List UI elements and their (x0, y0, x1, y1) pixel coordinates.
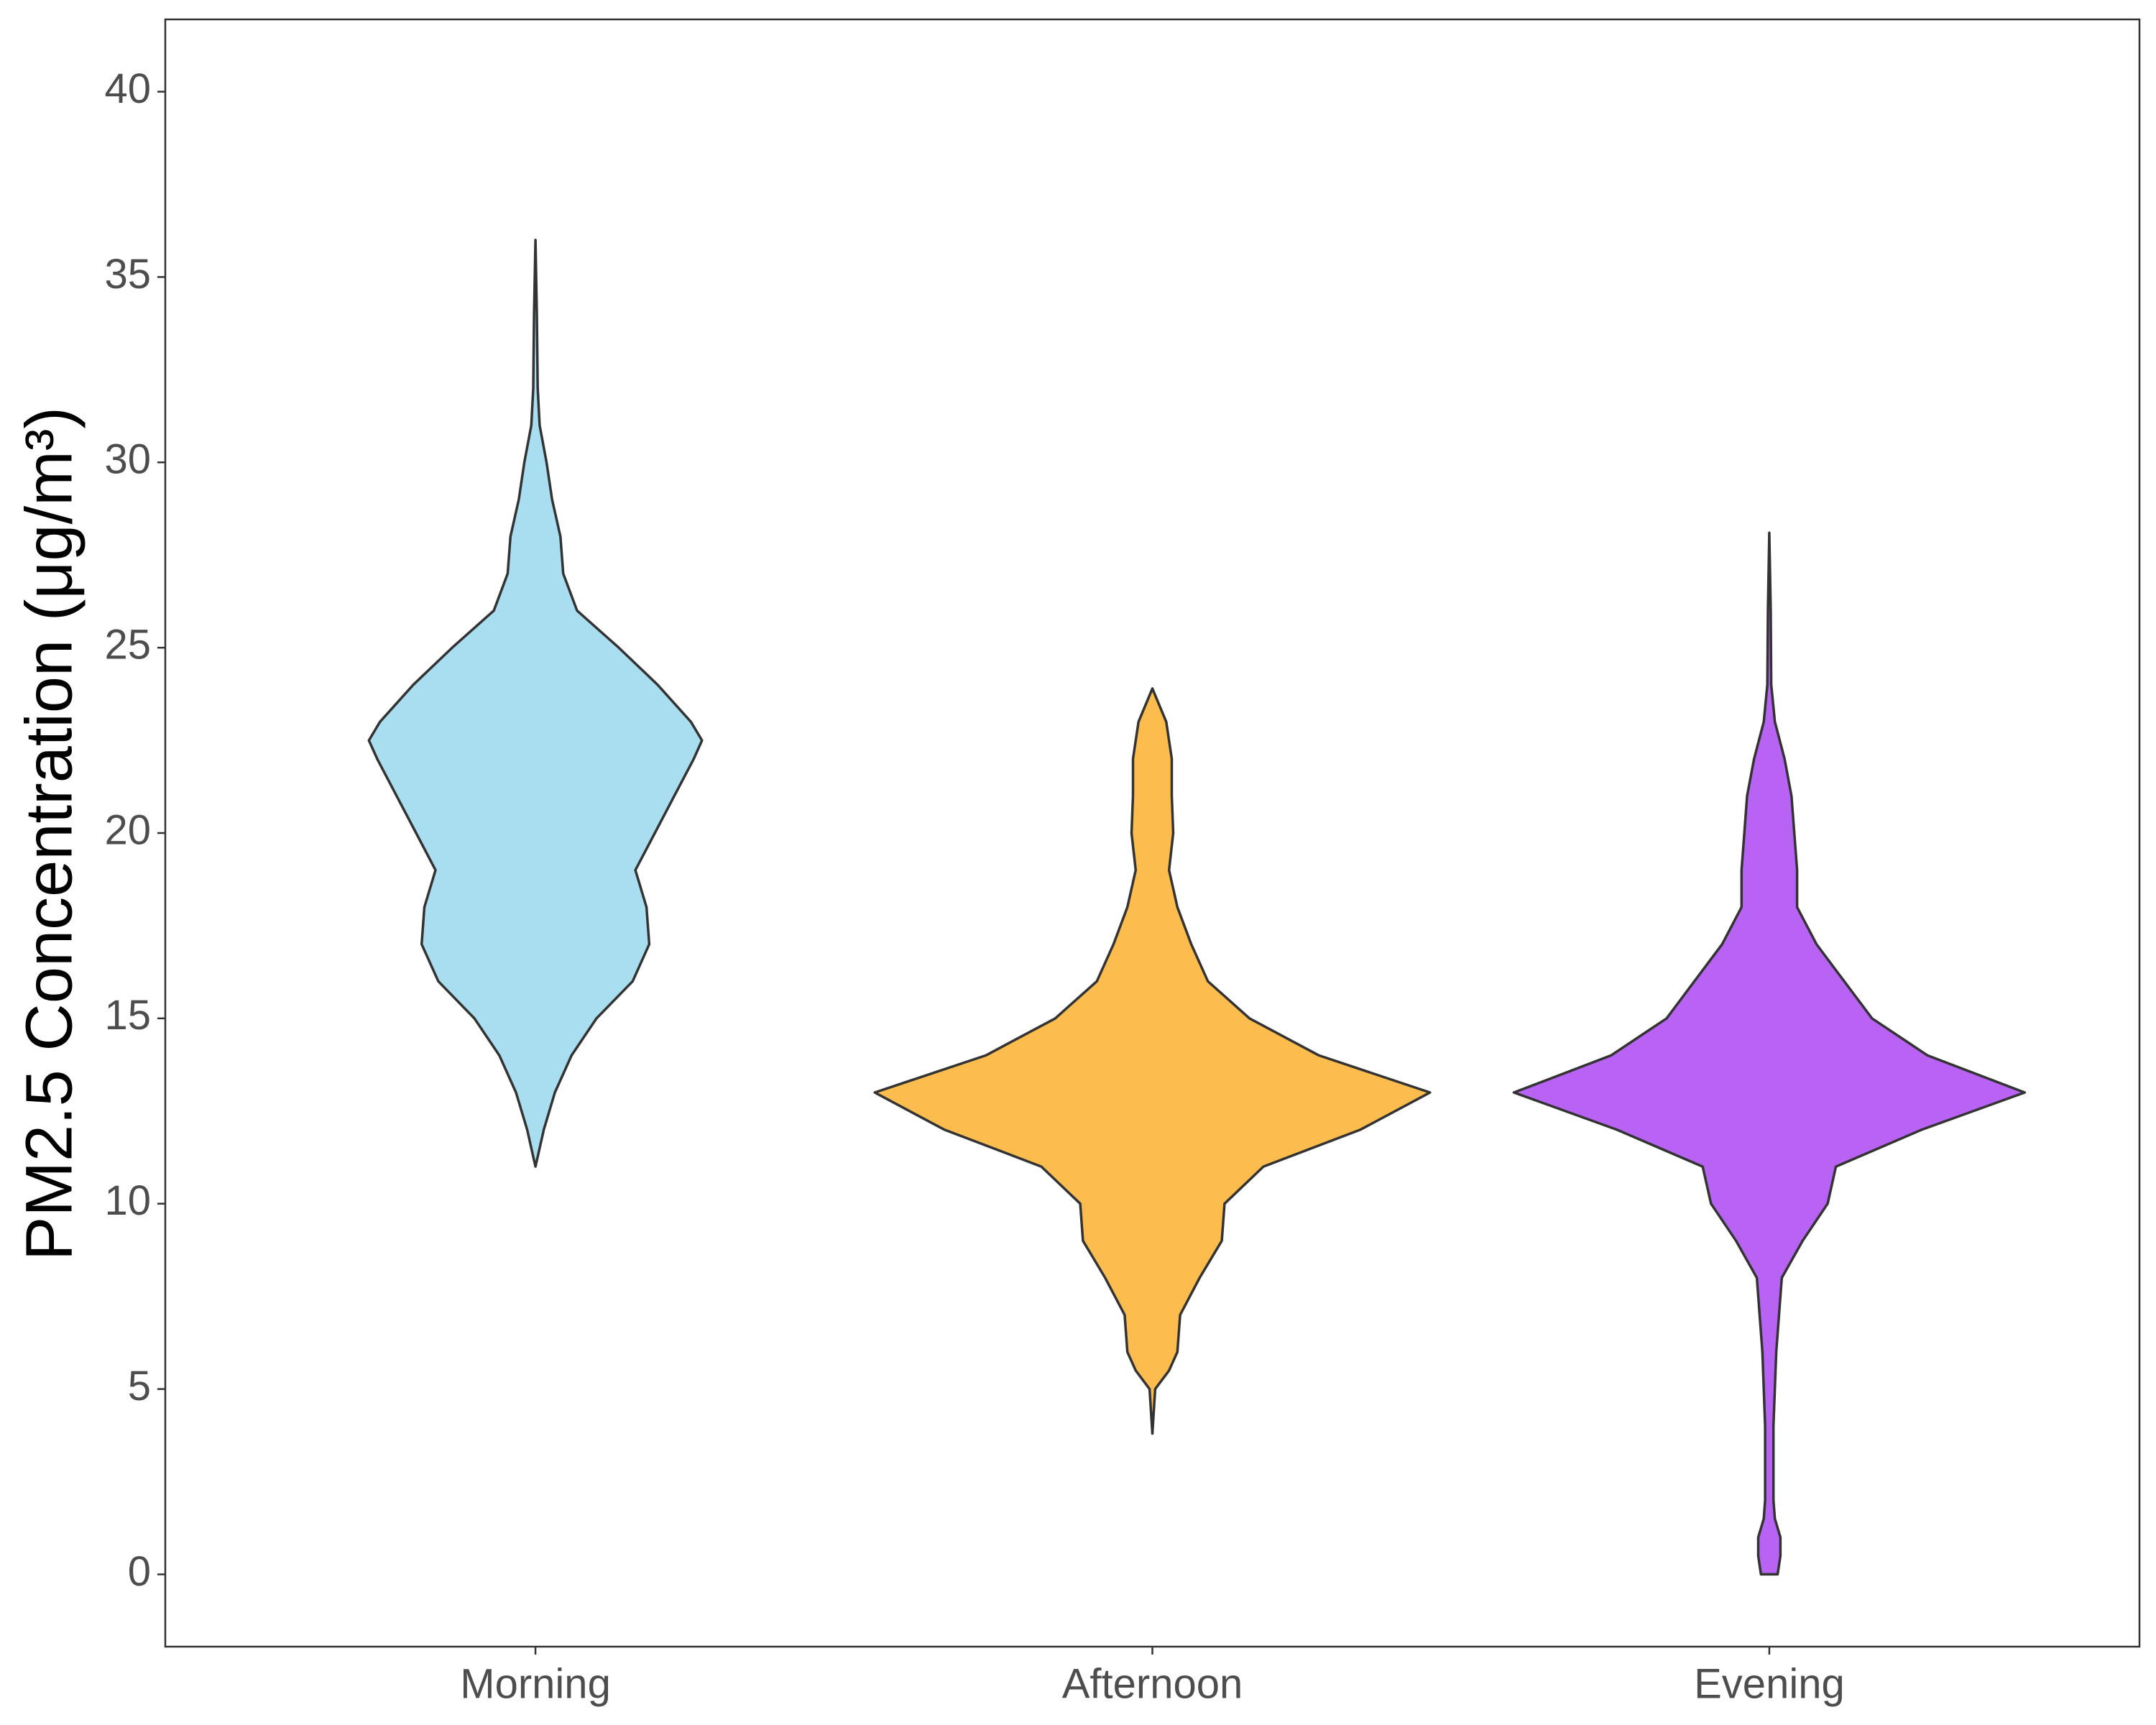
y-tick-label: 20 (104, 806, 151, 853)
violin (873, 687, 1432, 1435)
y-tick-label: 0 (128, 1548, 151, 1595)
y-tick-label: 5 (128, 1363, 151, 1409)
x-tick-label: Evening (1694, 1660, 1845, 1707)
y-tick-label: 30 (104, 436, 151, 483)
y-tick-label: 25 (104, 621, 151, 668)
x-tick-label: Afternoon (1062, 1660, 1243, 1707)
x-tick-label: Morning (460, 1660, 611, 1707)
violin (367, 239, 704, 1168)
y-tick-label: 15 (104, 992, 151, 1039)
y-axis-title: PM2.5 Concentration (μg/m³) (12, 407, 86, 1261)
y-tick-label: 40 (104, 65, 151, 112)
y-tick-label: 10 (104, 1177, 151, 1224)
violin (1512, 531, 2027, 1576)
y-tick-label: 35 (104, 251, 151, 298)
